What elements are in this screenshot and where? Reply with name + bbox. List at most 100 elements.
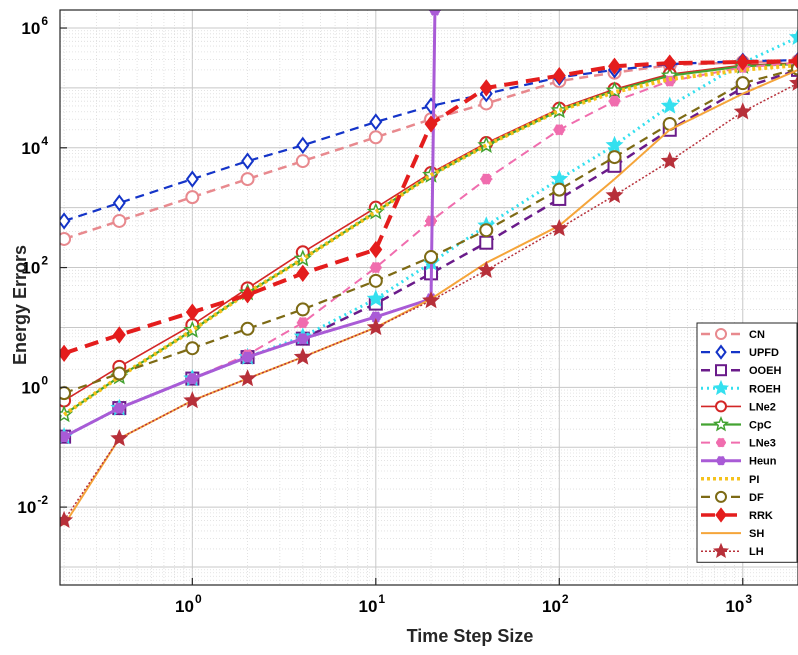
series-line-heun <box>63 10 437 438</box>
data-point <box>241 351 254 363</box>
data-point <box>113 402 126 414</box>
legend-entry-roeh: ROEH <box>701 379 781 396</box>
data-point <box>663 54 677 72</box>
legend-marker <box>716 437 726 448</box>
legend-entry-pi: PI <box>701 474 759 486</box>
legend-entry-lh: LH <box>701 542 764 559</box>
legend-label: DF <box>749 492 764 504</box>
data-point <box>112 326 126 344</box>
data-point <box>735 76 750 91</box>
data-point <box>368 273 383 288</box>
data-point <box>369 240 383 259</box>
legend-label: UPFD <box>749 347 779 359</box>
data-point <box>112 194 126 212</box>
legend: CN UPFD OOEH ROEH LNe2 CpC LNe3 Heun PI DF RRK SH LH <box>696 322 798 563</box>
data-point <box>550 169 569 187</box>
legend-label: CN <box>749 329 765 341</box>
data-point <box>60 231 72 246</box>
legend-marker <box>716 455 726 466</box>
data-point <box>241 286 255 304</box>
legend-marker <box>712 416 730 432</box>
data-point <box>295 302 310 317</box>
legend-marker <box>715 328 727 340</box>
data-point <box>553 124 566 136</box>
data-point <box>293 249 312 267</box>
data-point <box>789 27 798 45</box>
data-point <box>424 115 438 133</box>
legend-marker <box>715 400 727 413</box>
legend-box <box>696 322 798 563</box>
y-tick-label: 100 <box>21 373 48 397</box>
data-point <box>183 320 202 338</box>
data-point <box>733 102 752 120</box>
legend-entry-lne3: LNe3 <box>701 438 776 450</box>
legend-label: LNe2 <box>749 401 776 413</box>
legend-marker <box>712 542 730 559</box>
x-axis-label: Time Step Size <box>407 626 534 646</box>
legend-label: PI <box>749 474 759 486</box>
data-point <box>240 321 255 336</box>
legend-entry-rrk: RRK <box>701 507 773 523</box>
data-point <box>479 79 493 97</box>
legend-entry-heun: Heun <box>701 456 777 468</box>
data-point <box>369 261 382 274</box>
y-tick-label: 104 <box>21 134 48 158</box>
data-point <box>605 185 624 204</box>
data-point <box>791 52 798 70</box>
data-point <box>424 250 439 265</box>
data-point <box>296 332 309 345</box>
y-tick-label: 10-2 <box>17 493 48 517</box>
legend-label: LH <box>749 546 764 558</box>
data-point <box>293 347 312 365</box>
data-point <box>479 223 494 238</box>
data-point <box>296 264 310 283</box>
y-tick-label: 102 <box>21 254 48 278</box>
data-point <box>296 136 310 154</box>
data-point <box>660 96 679 114</box>
data-point <box>60 510 74 529</box>
data-point <box>552 67 566 85</box>
data-point <box>112 366 127 381</box>
legend-label: Heun <box>749 456 777 468</box>
legend-entry-sh: SH <box>701 528 764 540</box>
legend-marker <box>715 344 727 360</box>
data-point <box>368 130 383 145</box>
legend-marker <box>715 507 727 523</box>
legend-marker <box>715 364 727 377</box>
data-point <box>295 154 310 169</box>
legend-label: ROEH <box>749 383 781 395</box>
series-lh <box>60 73 798 529</box>
data-point <box>479 235 494 250</box>
legend-marker <box>712 379 730 396</box>
data-point <box>185 341 200 356</box>
data-point <box>369 113 383 131</box>
data-point <box>428 10 441 16</box>
axes-layer <box>59 9 798 586</box>
data-point <box>241 152 255 170</box>
data-point <box>366 289 385 307</box>
data-point <box>296 317 309 329</box>
data-point <box>238 369 257 387</box>
data-point <box>366 317 385 336</box>
data-point <box>480 173 493 185</box>
series-line-pi <box>62 63 798 417</box>
legend-marker <box>715 490 727 503</box>
legend-entry-lne2: LNe2 <box>701 400 776 413</box>
data-point <box>112 213 127 228</box>
legend-entry-cpc: CpC <box>701 416 772 432</box>
data-point <box>552 182 567 197</box>
data-point <box>185 170 199 188</box>
legend-entry-ooeh: OOEH <box>701 364 781 377</box>
data-point <box>369 311 382 323</box>
data-point <box>607 150 622 165</box>
series-pi <box>62 63 798 417</box>
data-point <box>608 57 622 75</box>
data-point <box>186 372 199 385</box>
data-point <box>185 303 199 321</box>
data-point <box>605 135 624 153</box>
data-point <box>736 53 750 71</box>
data-point <box>789 73 798 91</box>
data-point <box>422 291 441 309</box>
